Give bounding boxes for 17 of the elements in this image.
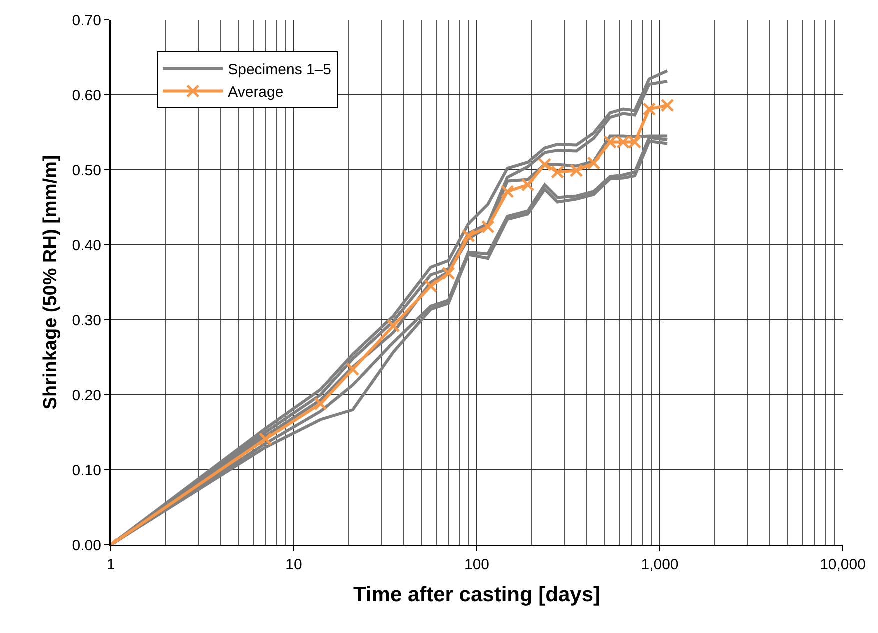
x-axis-title: Time after casting [days]: [353, 583, 601, 606]
x-tick-label: 1,000: [641, 556, 679, 574]
y-tick-label: 0.40: [72, 237, 102, 254]
y-tick-label: 0.70: [72, 12, 102, 30]
x-tick-label: 10: [286, 556, 302, 574]
y-axis-title: Shrinkage (50% RH) [mm/m]: [40, 155, 62, 410]
y-tick-label: 0.30: [72, 312, 102, 330]
y-tick-label: 0.60: [72, 87, 102, 104]
legend-label: Average: [228, 84, 284, 102]
y-tick-label: 0.20: [72, 387, 102, 404]
y-tick-label: 0.00: [72, 537, 102, 554]
y-tick-label: 0.50: [72, 162, 102, 180]
x-tick-label: 10,000: [820, 556, 866, 574]
x-tick-label: 100: [464, 556, 490, 574]
legend-label: Specimens 1–5: [228, 62, 332, 79]
y-tick-label: 0.10: [72, 462, 102, 480]
x-tick-label: 1: [106, 556, 116, 574]
